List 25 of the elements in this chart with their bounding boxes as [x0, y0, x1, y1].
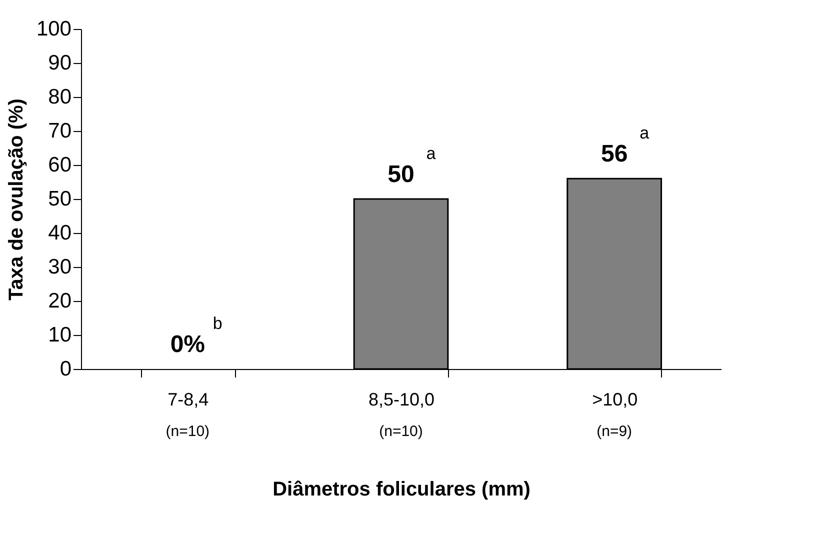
y-tick-label: 100 [36, 18, 72, 40]
data-label: 56 [600, 140, 628, 168]
annotation: a [640, 124, 650, 143]
x-tick-label: >10,0 [592, 390, 638, 410]
y-tick-label: 70 [48, 120, 72, 142]
x-tick-label: 8,5-10,0 [368, 390, 435, 410]
y-axis-title: Taxa de ovulação (%) [5, 98, 28, 300]
y-tick-label: 40 [48, 222, 72, 244]
x-tick-label: 7-8,4 [168, 390, 209, 410]
y-tick-label: 90 [48, 52, 72, 74]
y-tick-label: 0 [60, 358, 72, 380]
text: (n=9) [596, 423, 632, 440]
annotation: b [212, 314, 222, 333]
y-tick-label: 10 [48, 324, 72, 346]
y-tick-label: 50 [48, 188, 72, 210]
y-tick-label: 20 [48, 290, 72, 312]
y-tick-label: 30 [48, 256, 72, 278]
y-tick-label: 80 [48, 86, 72, 108]
annotation: a [426, 144, 436, 163]
y-tick-label: 60 [48, 154, 72, 176]
text: (n=10) [166, 423, 210, 440]
data-label: 50 [388, 161, 414, 188]
text: (n=10) [379, 423, 423, 440]
x-axis-title: Diâmetros foliculares (mm) [272, 478, 530, 500]
data-label: 0% [170, 331, 206, 358]
